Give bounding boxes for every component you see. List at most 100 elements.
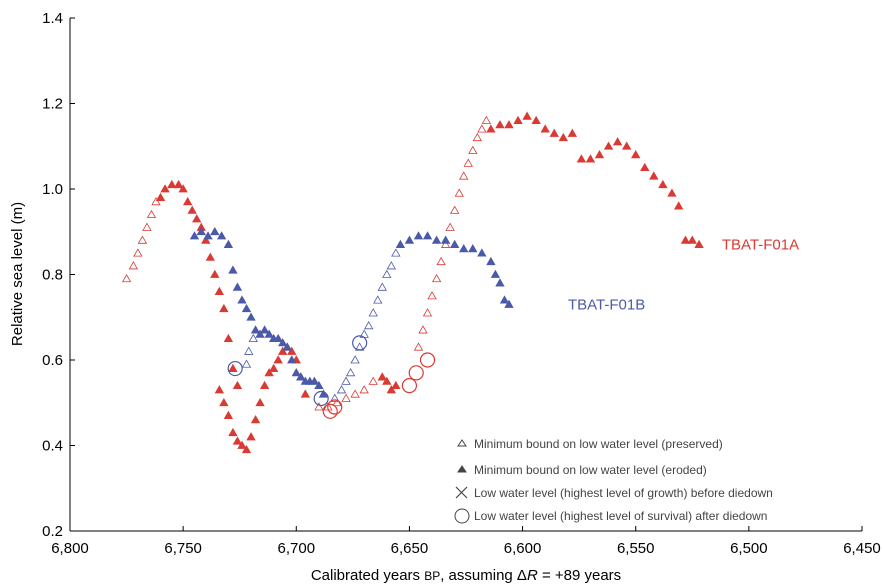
preserved-point: [454, 188, 464, 197]
eroded-point: [282, 342, 292, 351]
eroded-point: [314, 380, 324, 390]
eroded-point: [486, 124, 496, 133]
eroded-point: [531, 115, 541, 124]
eroded-point: [210, 269, 220, 278]
y-tick-label: 0.4: [42, 438, 63, 455]
preserved-point: [391, 248, 401, 257]
preserved-point: [345, 368, 356, 377]
eroded-point: [214, 385, 225, 394]
legend-circle-icon: [454, 508, 470, 524]
preserved-point: [336, 385, 347, 394]
legend-item-circle: Low water level (highest level of surviv…: [454, 508, 767, 524]
eroded-point: [522, 111, 532, 120]
eroded-point: [594, 149, 605, 159]
eroded-point: [287, 346, 297, 355]
preserved-point: [382, 269, 392, 278]
eroded-point: [241, 444, 252, 454]
preserved-point: [341, 393, 351, 402]
preserved-point: [427, 291, 437, 300]
eroded-point: [459, 244, 469, 253]
eroded-point: [155, 192, 166, 201]
eroded-point: [250, 415, 261, 424]
preserved-point: [477, 124, 487, 133]
preserved-point: [151, 197, 161, 206]
legend-label-preserved: Minimum bound on low water level (preser…: [474, 437, 723, 451]
x-tick-label: 6,700: [278, 540, 316, 557]
preserved-point: [422, 308, 433, 317]
preserved-point: [472, 132, 483, 142]
legend-label-cross: Low water level (highest level of growth…: [474, 486, 773, 500]
eroded-point: [278, 338, 288, 347]
diedown-circle: [313, 390, 329, 407]
eroded-point: [192, 214, 202, 223]
eroded-point: [268, 363, 279, 372]
eroded-point: [549, 128, 559, 137]
diedown-circle: [408, 365, 424, 381]
x-tick-label: 6,800: [51, 540, 89, 557]
eroded-point: [513, 115, 523, 124]
diedown-circle: [327, 399, 343, 415]
preserved-point: [359, 385, 369, 394]
eroded-point: [203, 231, 213, 240]
preserved-point: [350, 355, 360, 364]
eroded-point: [250, 325, 261, 334]
y-ticks: 0.2 0.4 0.6 0.8 1.0 1.2 1.4: [42, 10, 75, 540]
eroded-point: [413, 231, 424, 240]
eroded-point: [449, 239, 460, 248]
eroded-point: [576, 154, 587, 163]
eroded-point: [259, 380, 270, 390]
diedown-circles: [227, 335, 436, 419]
eroded-point: [621, 141, 632, 150]
eroded-point: [395, 239, 406, 248]
eroded-point: [687, 235, 697, 244]
eroded-point: [649, 171, 659, 180]
y-tick-label: 1.4: [42, 10, 63, 27]
y-tick-label: 0.8: [42, 267, 63, 284]
series-label: TBAT-F01A: [722, 237, 799, 254]
diedown-circle: [227, 360, 243, 377]
eroded-point: [259, 325, 270, 334]
eroded-point: [167, 179, 177, 189]
eroded-point: [205, 252, 215, 261]
x-tick-label: 6,650: [391, 540, 429, 557]
eroded-point: [189, 231, 200, 240]
preserved-point: [121, 273, 132, 283]
preserved-point: [440, 239, 451, 248]
eroded-point: [237, 440, 247, 449]
preserved-point: [481, 115, 492, 124]
eroded-point: [232, 436, 243, 445]
eroded-point: [431, 235, 442, 244]
eroded-point: [291, 368, 301, 377]
eroded-point: [173, 179, 184, 189]
eroded-point: [246, 312, 256, 321]
eroded-point: [585, 154, 596, 163]
eroded-point: [391, 380, 401, 390]
eroded-point: [223, 239, 234, 248]
legend-label-circle: Low water level (highest level of surviv…: [474, 509, 767, 523]
eroded-point: [318, 389, 329, 398]
preserved-point: [314, 402, 324, 411]
x-tick-label: 6,750: [164, 540, 202, 557]
eroded-point: [216, 231, 227, 240]
preserved-point: [449, 205, 460, 214]
preserved-point: [377, 282, 387, 291]
eroded-point: [241, 303, 252, 313]
legend-open-triangle-icon: [457, 439, 467, 447]
preserved-point: [241, 359, 252, 368]
eroded-point: [382, 376, 392, 385]
eroded-point: [160, 184, 170, 193]
preserved-point: [341, 376, 351, 385]
axes: [69, 18, 862, 532]
eroded-point: [490, 269, 501, 278]
preserved-point: [431, 273, 442, 283]
eroded-point: [255, 329, 265, 338]
preserved-point: [418, 325, 428, 334]
legend-item-cross: Low water level (highest level of growth…: [455, 486, 773, 500]
eroded-point: [273, 355, 283, 364]
x-ticks: 6,800 6,750 6,700 6,650 6,600 6,550 6,500 6,450: [51, 526, 881, 557]
preserved-point: [244, 346, 254, 355]
preserved-point: [133, 248, 143, 257]
eroded-point: [558, 132, 568, 142]
eroded-point: [210, 226, 220, 236]
